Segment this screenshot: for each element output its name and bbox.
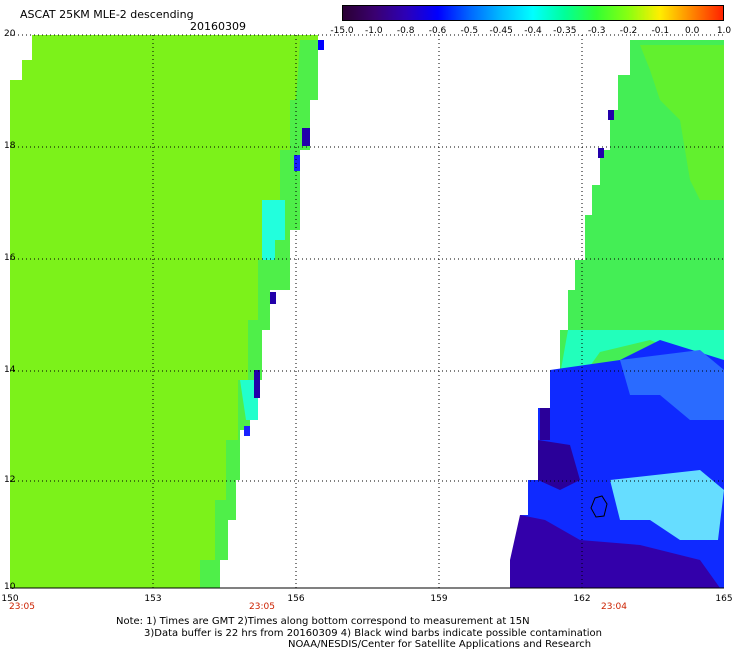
color-scale-tick-label: 0.0: [684, 26, 700, 36]
lon-label: 159: [430, 594, 448, 604]
color-scale-tick-label: 1.0: [716, 26, 732, 36]
lat-label: 20: [4, 29, 16, 39]
lon-label: 150: [1, 594, 19, 604]
color-scale-tick-label: -1.0: [365, 26, 383, 36]
lat-label: 14: [4, 365, 16, 375]
color-scale-tick-label: -0.4: [524, 26, 542, 36]
right-swath: [510, 40, 724, 588]
lat-label: 18: [4, 141, 16, 151]
graticule: [10, 34, 724, 588]
credit-line: NOAA/NESDIS/Center for Satellite Applica…: [288, 639, 592, 650]
lat-label: 10: [4, 582, 16, 592]
color-scale-bar: [342, 5, 724, 21]
lat-label: 16: [4, 253, 16, 263]
color-scale-tick-label: -0.3: [587, 26, 606, 36]
color-scale-tick-label: -0.45: [489, 26, 513, 36]
color-scale-tick-label: -15.0: [330, 26, 354, 36]
lat-label: 12: [4, 475, 16, 485]
lon-label: 162: [573, 594, 591, 604]
color-scale-tick-label: -0.35: [553, 26, 577, 36]
product-title: ASCAT 25KM MLE-2 descending: [20, 8, 194, 21]
color-scale-tick-label: -0.8: [396, 26, 415, 36]
color-scale-tick-label: -0.5: [460, 26, 479, 36]
lon-label: 165: [715, 594, 733, 604]
color-scale-tick-label: -0.1: [651, 26, 670, 36]
footnote-line-1: Note: 1) Times are GMT 2)Times along bot…: [116, 616, 530, 627]
left-swath: [10, 35, 324, 588]
product-date: 20160309: [190, 20, 246, 33]
lon-label: 156: [287, 594, 305, 604]
pass-time-label: 23:05: [9, 602, 35, 612]
lon-label: 153: [144, 594, 162, 604]
color-scale-tick-label: -0.2: [619, 26, 638, 36]
color-scale-tick-label: -0.6: [428, 26, 447, 36]
pass-time-label: 23:05: [249, 602, 275, 612]
pass-time-label: 23:04: [601, 602, 627, 612]
footnote-line-2: 3)Data buffer is 22 hrs from 20160309 4)…: [144, 628, 602, 639]
